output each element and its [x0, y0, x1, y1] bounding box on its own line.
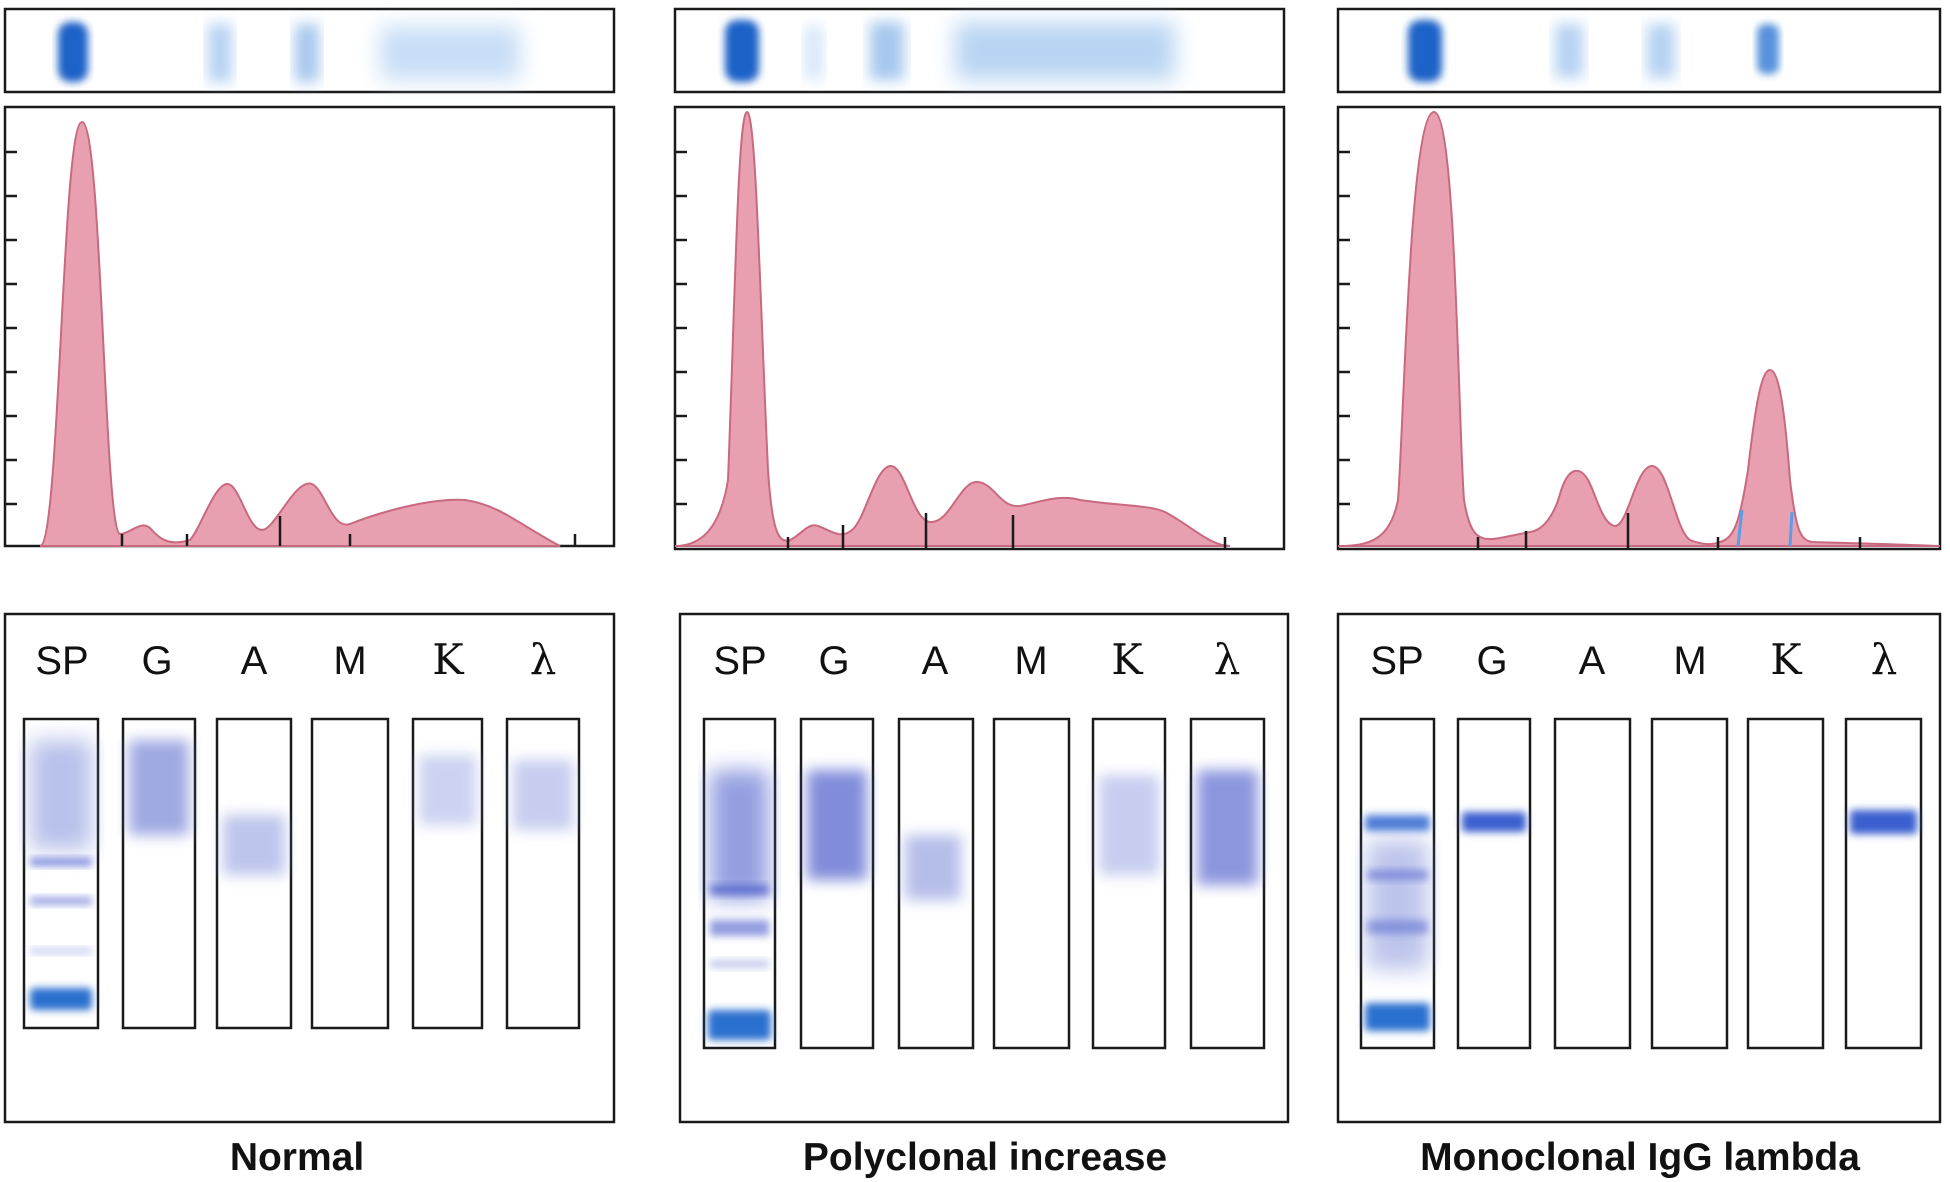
lane-label-g: G [141, 639, 172, 683]
lane-sp [22, 717, 100, 1030]
lane-kappa [1746, 717, 1825, 1050]
lane-m [310, 717, 390, 1030]
lane-a [215, 717, 293, 1030]
lane-lambda [505, 717, 581, 1030]
lane-g [1456, 717, 1532, 1050]
immunofixation-panel: SP G A M K λ [678, 612, 1290, 1124]
lane-label-a: A [1579, 639, 1606, 683]
lane-label-kappa: K [432, 635, 465, 684]
lane-label-kappa: K [1111, 635, 1144, 684]
lane-a [1553, 717, 1632, 1050]
lane-g [121, 717, 197, 1030]
panel-caption: Monoclonal IgG lambda [1420, 1136, 1860, 1179]
lane-label-lambda: λ [1871, 635, 1898, 684]
densitometry-trace [3, 105, 616, 548]
immunofixation-panel: SP G A M K λ [1336, 612, 1942, 1124]
densitometry-trace [673, 105, 1286, 551]
lane-label-m: M [1014, 639, 1047, 683]
spe-gel-strip [3, 7, 616, 94]
densitometry-trace [1336, 105, 1942, 551]
lane-sp [702, 717, 777, 1050]
lane-lambda [1844, 717, 1923, 1050]
spe-gel-strip [1336, 7, 1942, 94]
lane-label-m: M [333, 639, 366, 683]
lane-label-sp: SP [713, 639, 766, 683]
lane-label-sp: SP [1370, 639, 1423, 683]
panel-monoclonal-igg-lambda: SP G A M K λ [1336, 7, 1942, 1179]
lane-label-g: G [818, 639, 849, 683]
panel-caption: Polyclonal increase [803, 1136, 1167, 1179]
lane-label-kappa: K [1770, 635, 1803, 684]
lane-m [992, 717, 1071, 1050]
lane-label-sp: SP [35, 639, 88, 683]
lane-g [799, 717, 875, 1050]
lane-sp [1359, 717, 1436, 1050]
panel-caption: Normal [230, 1136, 364, 1179]
lane-label-a: A [922, 639, 949, 683]
immunofixation-panel: SP G A M K λ [3, 612, 616, 1124]
lane-label-lambda: λ [530, 635, 557, 684]
lane-m [1650, 717, 1729, 1050]
lane-kappa [411, 717, 484, 1030]
lane-kappa [1091, 717, 1167, 1050]
spe-gel-strip [673, 7, 1286, 94]
panel-polyclonal-increase: SP G A M K λ [673, 7, 1290, 1179]
lane-label-a: A [241, 639, 268, 683]
panel-normal: SP G A M K λ [3, 7, 616, 1179]
lane-a [897, 717, 975, 1050]
lane-label-m: M [1673, 639, 1706, 683]
lane-label-lambda: λ [1214, 635, 1241, 684]
lane-label-g: G [1476, 639, 1507, 683]
lane-lambda [1189, 717, 1266, 1050]
